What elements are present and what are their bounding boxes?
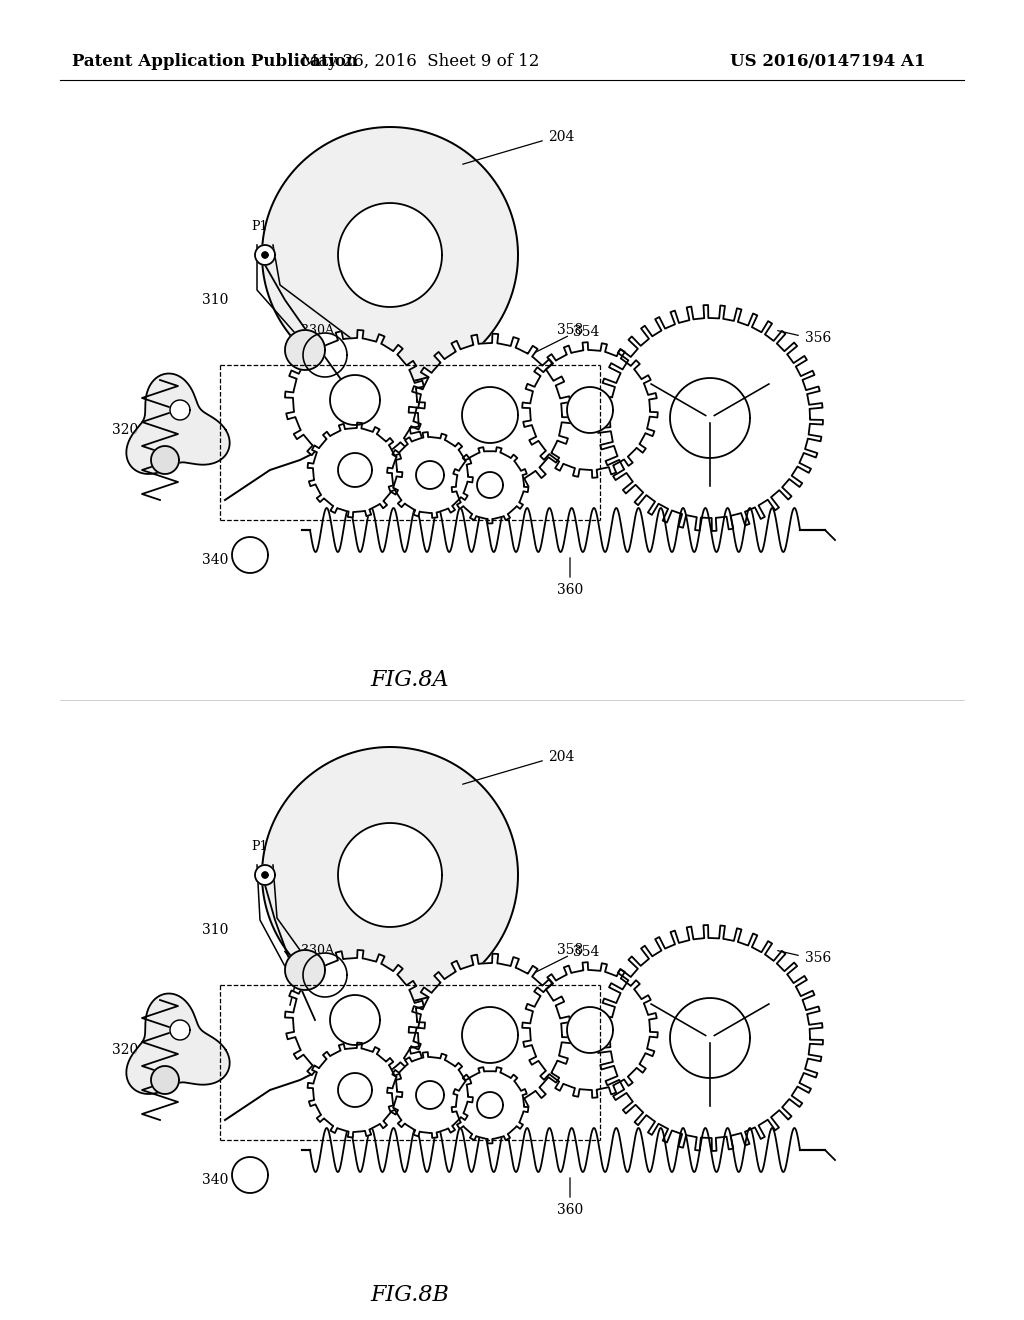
Text: 320: 320 [112,1043,138,1057]
Text: 320: 320 [112,422,138,437]
Polygon shape [477,473,503,498]
Polygon shape [232,1158,268,1193]
Polygon shape [416,461,444,488]
Polygon shape [338,822,442,927]
Polygon shape [151,1067,179,1094]
Text: FIG.8B: FIG.8B [371,1284,450,1305]
Polygon shape [303,953,347,997]
Text: Patent Application Publication: Patent Application Publication [72,54,357,70]
Text: 330A: 330A [300,323,334,337]
Text: 358: 358 [557,323,583,337]
Polygon shape [307,1043,402,1138]
Text: P1: P1 [252,220,268,234]
Text: FIG.8A: FIG.8A [371,669,450,690]
Polygon shape [338,203,442,308]
Text: 354: 354 [573,945,599,960]
Text: 330: 330 [353,399,377,412]
Text: 204: 204 [548,750,574,764]
Polygon shape [285,950,425,1090]
Polygon shape [462,387,518,444]
Polygon shape [262,127,518,383]
Polygon shape [151,446,179,474]
Polygon shape [409,953,571,1117]
Polygon shape [522,962,657,1098]
Text: 360: 360 [557,583,583,597]
Polygon shape [597,925,823,1151]
Polygon shape [285,950,325,990]
Text: 310: 310 [202,923,228,937]
Polygon shape [416,1081,444,1109]
Polygon shape [387,432,473,517]
Polygon shape [387,1052,473,1138]
Polygon shape [170,1020,190,1040]
Polygon shape [477,1092,503,1118]
Text: 360: 360 [557,1203,583,1217]
Polygon shape [338,453,372,487]
Text: 330A: 330A [300,944,334,957]
Polygon shape [262,873,268,878]
Polygon shape [285,330,325,370]
Text: P1: P1 [252,840,268,853]
Polygon shape [567,1007,613,1053]
Polygon shape [232,537,268,573]
Text: 354: 354 [573,325,599,339]
Polygon shape [303,333,347,378]
Text: 356: 356 [805,331,831,345]
Polygon shape [170,400,190,420]
Polygon shape [330,995,380,1045]
Text: P2: P2 [348,1085,362,1096]
Text: P2: P2 [348,465,362,475]
Polygon shape [597,305,823,531]
Polygon shape [452,447,528,524]
Text: 310: 310 [202,293,228,308]
Text: 340: 340 [202,553,228,568]
Polygon shape [409,334,571,496]
Text: 356: 356 [805,950,831,965]
Polygon shape [452,1067,528,1143]
Polygon shape [262,252,268,257]
Polygon shape [567,387,613,433]
Polygon shape [670,998,750,1078]
Text: 330: 330 [353,1019,377,1031]
Text: 204: 204 [548,129,574,144]
Polygon shape [330,375,380,425]
Text: 358: 358 [557,942,583,957]
Polygon shape [255,246,275,265]
Polygon shape [462,1007,518,1063]
Polygon shape [522,342,657,478]
Polygon shape [670,378,750,458]
Polygon shape [262,747,518,1003]
Text: May 26, 2016  Sheet 9 of 12: May 26, 2016 Sheet 9 of 12 [301,54,540,70]
Polygon shape [255,865,275,884]
Polygon shape [126,374,229,474]
Text: 340: 340 [202,1173,228,1187]
Polygon shape [285,330,425,470]
Polygon shape [126,994,229,1094]
Text: US 2016/0147194 A1: US 2016/0147194 A1 [730,54,926,70]
Polygon shape [338,1073,372,1107]
Polygon shape [307,422,402,517]
